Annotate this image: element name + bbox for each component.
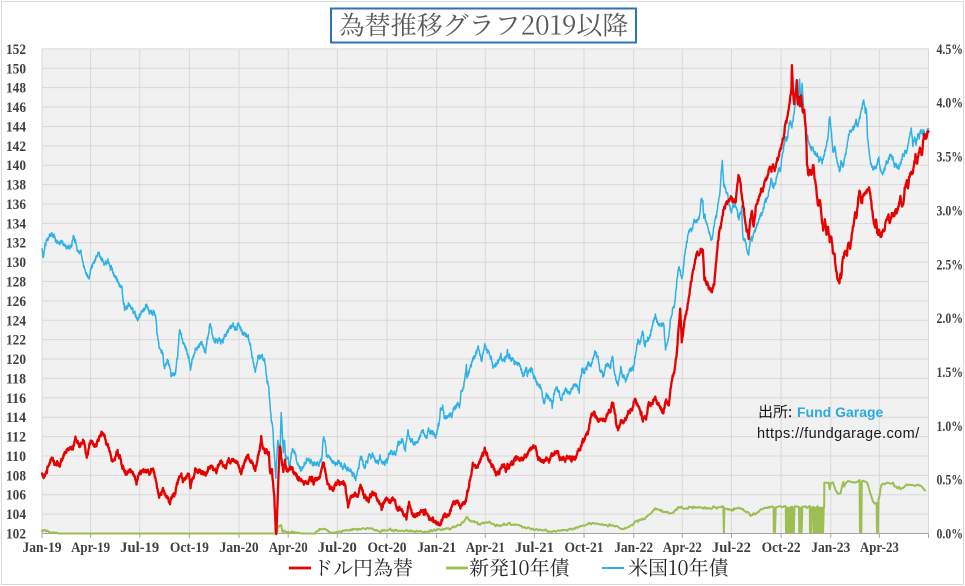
svg-text:Oct-19: Oct-19 xyxy=(170,540,209,556)
svg-text:3.5%: 3.5% xyxy=(937,150,964,166)
svg-text:128: 128 xyxy=(6,275,26,291)
svg-text:3.0%: 3.0% xyxy=(937,203,964,219)
svg-text:140: 140 xyxy=(6,158,26,174)
svg-text:152: 152 xyxy=(6,42,26,58)
svg-text:150: 150 xyxy=(6,61,26,77)
svg-text:114: 114 xyxy=(6,410,26,426)
svg-text:Jul-22: Jul-22 xyxy=(712,540,751,556)
svg-text:Oct-20: Oct-20 xyxy=(368,540,407,556)
svg-text:0.0%: 0.0% xyxy=(937,527,964,543)
svg-text:2.0%: 2.0% xyxy=(937,311,964,327)
svg-text:112: 112 xyxy=(6,430,26,446)
svg-text:126: 126 xyxy=(6,294,26,310)
svg-text:148: 148 xyxy=(6,81,26,97)
svg-text:104: 104 xyxy=(6,507,26,523)
svg-text:https://fundgarage.com/: https://fundgarage.com/ xyxy=(757,426,920,442)
svg-text:146: 146 xyxy=(6,100,26,116)
svg-text:Apr-23: Apr-23 xyxy=(860,540,899,556)
svg-text:4.5%: 4.5% xyxy=(937,42,964,58)
svg-text:Apr-20: Apr-20 xyxy=(269,540,308,556)
svg-text:0.5%: 0.5% xyxy=(937,473,964,489)
svg-text:142: 142 xyxy=(6,139,26,155)
svg-text:116: 116 xyxy=(6,391,26,407)
svg-text:102: 102 xyxy=(6,527,26,543)
svg-text:Jul-21: Jul-21 xyxy=(515,540,554,556)
svg-text:124: 124 xyxy=(6,313,26,329)
svg-text:130: 130 xyxy=(6,255,26,271)
svg-text:134: 134 xyxy=(6,216,26,232)
svg-text:Oct-21: Oct-21 xyxy=(565,540,604,556)
svg-text:Apr-19: Apr-19 xyxy=(71,540,110,556)
svg-text:Jan-20: Jan-20 xyxy=(220,540,259,556)
svg-text:Jan-21: Jan-21 xyxy=(417,540,456,556)
svg-text:Apr-22: Apr-22 xyxy=(663,540,702,556)
svg-text:Jan-19: Jan-19 xyxy=(23,540,62,556)
svg-text:138: 138 xyxy=(6,178,26,194)
svg-text:118: 118 xyxy=(6,371,26,387)
svg-text:106: 106 xyxy=(6,488,26,504)
svg-text:Jan-22: Jan-22 xyxy=(614,540,653,556)
svg-text:Jul-19: Jul-19 xyxy=(120,540,159,556)
svg-text:Jul-20: Jul-20 xyxy=(318,540,357,556)
svg-text:4.0%: 4.0% xyxy=(937,96,964,112)
svg-text:2.5%: 2.5% xyxy=(937,257,964,273)
svg-text:110: 110 xyxy=(6,449,26,465)
svg-text:Apr-21: Apr-21 xyxy=(466,540,505,556)
svg-text:136: 136 xyxy=(6,197,26,213)
svg-text:144: 144 xyxy=(6,119,26,135)
svg-text:1.0%: 1.0% xyxy=(937,419,964,435)
svg-text:132: 132 xyxy=(6,236,26,252)
svg-text:Fund Garage: Fund Garage xyxy=(797,404,884,420)
svg-text:Oct-22: Oct-22 xyxy=(762,540,801,556)
svg-text:1.5%: 1.5% xyxy=(937,365,964,381)
svg-text:122: 122 xyxy=(6,333,26,349)
svg-text:120: 120 xyxy=(6,352,26,368)
svg-text:108: 108 xyxy=(6,468,26,484)
svg-text:Jan-23: Jan-23 xyxy=(811,540,850,556)
